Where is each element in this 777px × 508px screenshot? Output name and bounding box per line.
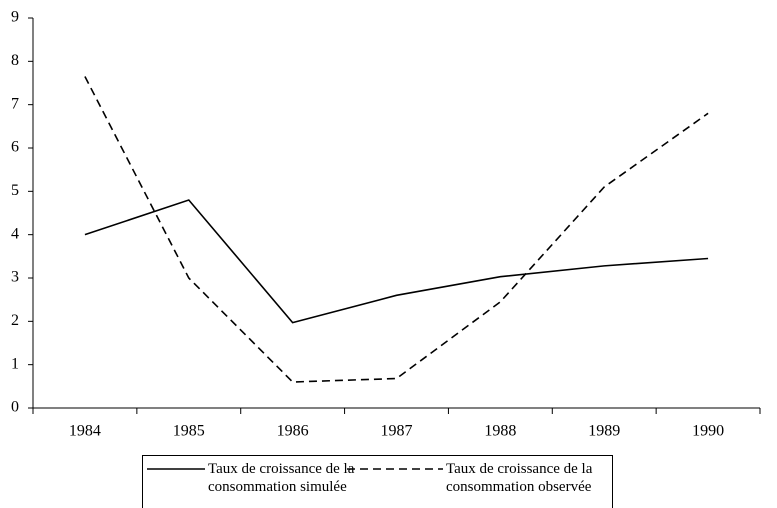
legend-swatch bbox=[347, 468, 443, 470]
line-series bbox=[84, 76, 709, 383]
y-tick-label: 2 bbox=[11, 312, 19, 329]
y-tick-label: 5 bbox=[11, 182, 19, 199]
y-tick-label: 6 bbox=[11, 139, 19, 156]
y-tick-label: 3 bbox=[11, 269, 19, 286]
y-tick-label: 0 bbox=[11, 399, 19, 416]
y-tick-label: 9 bbox=[11, 9, 19, 26]
x-tick-label: 1989 bbox=[588, 423, 620, 440]
line-series bbox=[84, 199, 709, 324]
x-tick-label: 1988 bbox=[484, 423, 516, 440]
x-tick-label: 1985 bbox=[173, 423, 205, 440]
legend-swatch bbox=[147, 468, 205, 470]
legend-label: Taux de croissance de la consommation ob… bbox=[446, 461, 593, 495]
y-tick-label: 7 bbox=[11, 95, 19, 112]
legend-entry: Taux de croissance de la consommation ob… bbox=[347, 460, 618, 496]
y-tick-label: 4 bbox=[11, 225, 19, 242]
y-tick-label: 8 bbox=[11, 52, 19, 69]
legend-entry: Taux de croissance de la consommation si… bbox=[147, 460, 380, 496]
legend: Taux de croissance de la consommation si… bbox=[142, 455, 613, 508]
x-tick-label: 1984 bbox=[69, 423, 101, 440]
legend-label: Taux de croissance de la consommation si… bbox=[208, 461, 355, 495]
y-tick-label: 1 bbox=[11, 355, 19, 372]
x-tick-label: 1990 bbox=[692, 423, 724, 440]
x-tick-label: 1987 bbox=[381, 423, 413, 440]
x-tick-label: 1986 bbox=[277, 423, 309, 440]
